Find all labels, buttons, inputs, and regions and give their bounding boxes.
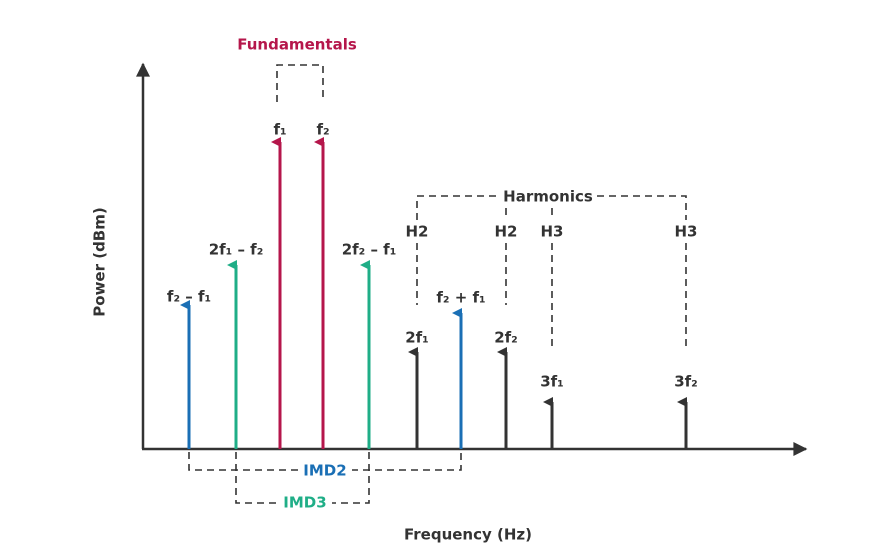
imd2-label: IMD2 bbox=[303, 462, 346, 480]
tone-label: 2f₁ bbox=[405, 329, 429, 347]
y-axis-label: Power (dBm) bbox=[91, 207, 109, 316]
tone-label: f₂ + f₁ bbox=[436, 289, 485, 307]
tones: f₂ – f₁ 2f₁ – f₂ f₁ f₂ 2f₂ – f₁ 2f₁ f₂ + f₁ 2f₂… bbox=[167, 121, 698, 449]
imd3-bracket bbox=[235, 452, 370, 504]
label-bg bbox=[280, 493, 332, 513]
label-bg bbox=[298, 461, 352, 481]
tone-label: f₂ bbox=[316, 121, 329, 139]
imd3-label: IMD3 bbox=[283, 494, 326, 512]
tone-label: f₂ – f₁ bbox=[167, 288, 211, 306]
tone-label: 2f₂ bbox=[494, 329, 518, 347]
harmonics-bracket bbox=[416, 195, 687, 350]
tone-label: 2f₁ – f₂ bbox=[209, 241, 264, 259]
tone-label: 3f₁ bbox=[540, 373, 564, 391]
fundamentals-bracket bbox=[276, 64, 324, 102]
harmonics-label: Harmonics bbox=[503, 188, 593, 206]
tone-label: 2f₂ – f₁ bbox=[342, 241, 397, 259]
tone-label: 3f₂ bbox=[674, 373, 698, 391]
harmonic-tag: H2 bbox=[495, 223, 518, 241]
harmonic-tag: H3 bbox=[541, 223, 564, 241]
label-bg bbox=[500, 186, 596, 206]
fundamentals-label: Fundamentals bbox=[237, 36, 357, 54]
x-axis-label: Frequency (Hz) bbox=[404, 526, 532, 544]
harmonic-tag: H3 bbox=[675, 223, 698, 241]
tone-label: f₁ bbox=[273, 121, 286, 139]
harmonic-tag: H2 bbox=[406, 223, 429, 241]
